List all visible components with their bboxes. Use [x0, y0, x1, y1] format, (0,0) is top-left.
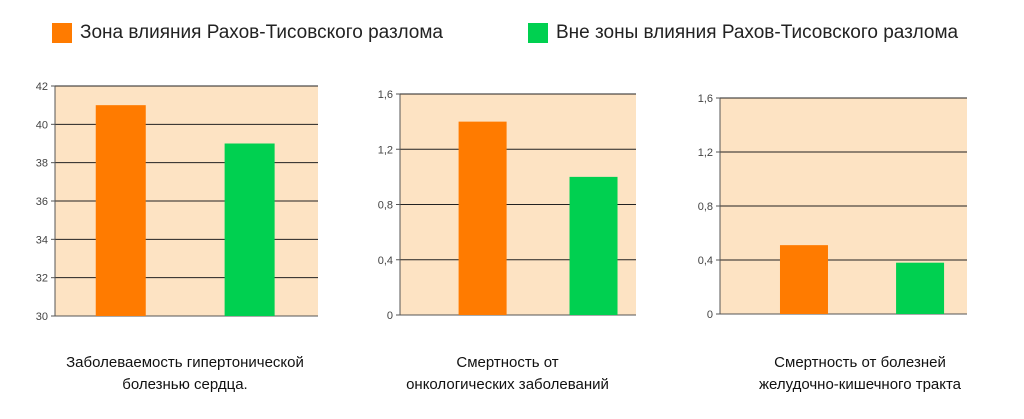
chart-legend: Зона влияния Рахов-Тисовского разлома Вн…: [0, 22, 1024, 58]
y-tick-label: 34: [36, 234, 48, 246]
legend-item-out-zone: Вне зоны влияния Рахов-Тисовского разлом…: [528, 22, 958, 44]
y-tick-label: 0: [387, 310, 393, 322]
caption-oncology-line-1: Смертность от: [456, 354, 559, 371]
y-tick-label: 0: [707, 309, 713, 321]
legend-swatch-orange: [52, 23, 72, 43]
chart-hypertension-svg: 30 32 34 36 38 40 42: [36, 81, 318, 323]
chart-hypertension: 30 32 34 36 38 40 42: [0, 70, 340, 340]
y-tick-label: 1,6: [378, 89, 393, 101]
caption-gastro-line-1: Смертность от болезней: [774, 354, 946, 371]
chart-gastro-svg: 0 0,4 0,8 1,2 1,6: [698, 93, 967, 321]
legend-item-in-zone: Зона влияния Рахов-Тисовского разлома: [52, 22, 443, 44]
y-tick-label: 1,2: [378, 144, 393, 156]
y-tick-label: 36: [36, 196, 48, 208]
bar-out-zone: [224, 143, 275, 316]
caption-gastro-line-2: желудочно-кишечного тракта: [758, 376, 962, 393]
y-tick-label: 1,2: [698, 147, 713, 159]
y-tick-label: 0,8: [698, 201, 713, 213]
y-tick-label: 0,4: [698, 255, 713, 267]
chart-gastro: 0 0,4 0,8 1,2 1,6: [690, 85, 990, 340]
y-tick-label: 0,4: [378, 255, 393, 267]
caption-hypertension-line-1: Заболеваемость гипертонической: [66, 354, 304, 371]
caption-gastro: Смертность от болезней желудочно-кишечно…: [730, 352, 990, 396]
bar-in-zone: [95, 105, 146, 316]
bar-out-zone: [896, 262, 945, 314]
y-tick-label: 30: [36, 311, 48, 323]
bar-in-zone: [458, 121, 507, 315]
caption-hypertension-line-2: болезнью сердца.: [122, 376, 248, 393]
bar-in-zone: [779, 245, 828, 314]
caption-oncology: Смертность от онкологических заболеваний: [380, 352, 635, 396]
caption-oncology-line-2: онкологических заболеваний: [406, 376, 609, 393]
chart-oncology-svg: 0 0,4 0,8 1,2 1,6: [378, 89, 636, 322]
caption-hypertension: Заболеваемость гипертонической болезнью …: [30, 352, 340, 396]
legend-swatch-green: [528, 23, 548, 43]
y-tick-label: 1,6: [698, 93, 713, 105]
y-tick-label: 42: [36, 81, 48, 93]
chart-oncology: 0 0,4 0,8 1,2 1,6: [360, 80, 650, 340]
legend-label-out-zone: Вне зоны влияния Рахов-Тисовского разлом…: [556, 22, 959, 43]
legend-label-in-zone: Зона влияния Рахов-Тисовского разлома: [80, 22, 443, 43]
y-tick-label: 40: [36, 119, 48, 131]
y-tick-label: 32: [36, 273, 48, 285]
y-tick-label: 38: [36, 158, 48, 170]
y-tick-label: 0,8: [378, 200, 393, 212]
bar-out-zone: [569, 176, 618, 315]
